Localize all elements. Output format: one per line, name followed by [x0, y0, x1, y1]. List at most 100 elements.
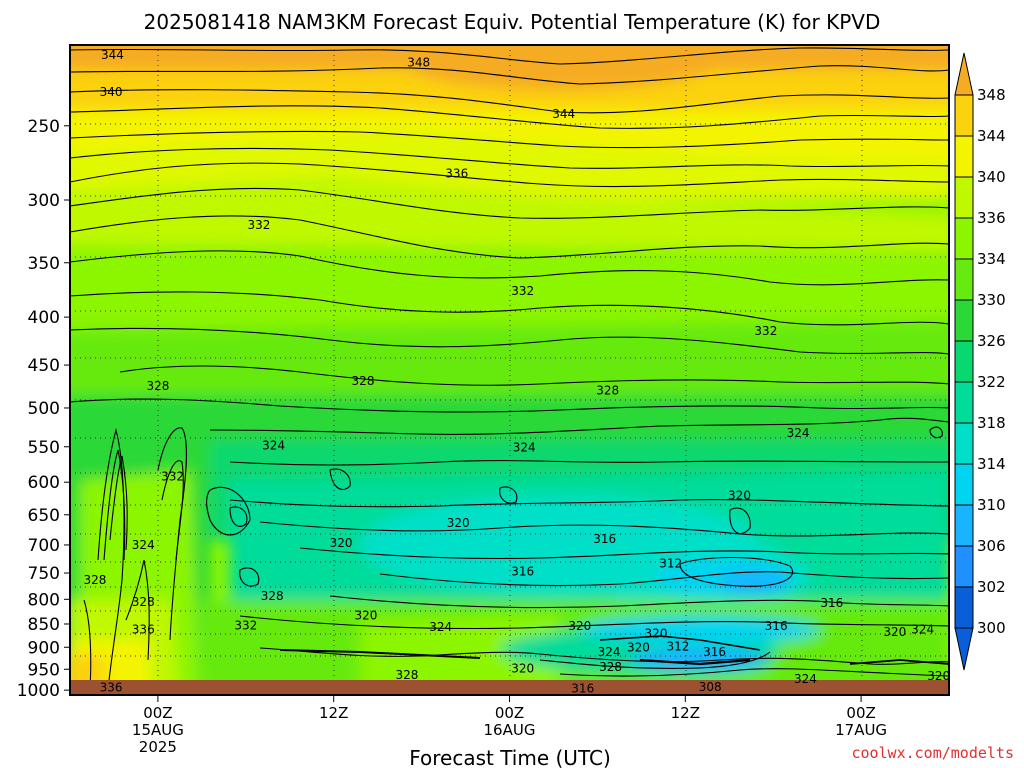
- colorbar: 300 302 306 310 314 318 322 326 330 334 336 340 344 3…: [954, 52, 1006, 671]
- contour-label: 320: [354, 608, 377, 622]
- x-tick-label: 2025: [139, 738, 177, 756]
- contour-label: 316: [765, 619, 788, 633]
- colorbar-label: 330: [977, 291, 1006, 309]
- contour-label: 340: [100, 85, 123, 99]
- contour-labels: 344 340 348 344 336 332 332 332 328 328 328 324 324 3…: [83, 48, 950, 696]
- contour-label: 316: [511, 564, 534, 578]
- y-tick-label: 1000: [17, 681, 60, 701]
- contour-label: 316: [703, 645, 726, 659]
- colorbar-segment: [955, 505, 973, 546]
- contour-label: 344: [552, 107, 575, 121]
- colorbar-label: 326: [977, 332, 1006, 350]
- contour-label: 320: [883, 625, 906, 639]
- x-tick-label: 16AUG: [484, 721, 536, 739]
- y-tick-label: 300: [28, 191, 60, 211]
- x-tick-label: 15AUG: [132, 721, 184, 739]
- contour-label: 320: [447, 516, 470, 530]
- colorbar-segment: [955, 177, 973, 218]
- contour-label: 324: [429, 620, 452, 634]
- colorbar-segment: [955, 587, 973, 628]
- colorbar-segment: [955, 464, 973, 505]
- colorbar-label: 300: [977, 619, 1006, 637]
- x-tick-label: 00Z: [495, 704, 524, 722]
- colorbar-bottom-arrow: [954, 627, 974, 671]
- colorbar-segment: [955, 423, 973, 464]
- colorbar-segment: [955, 218, 973, 259]
- contour-label: 336: [445, 166, 468, 180]
- colorbar-segment: [955, 259, 973, 300]
- y-tick-label: 950: [28, 660, 60, 680]
- credit-text: coolwx.com/modelts: [851, 744, 1014, 762]
- y-tick-label: 450: [28, 356, 60, 376]
- x-tick-label: 12Z: [319, 704, 348, 722]
- contour-label: 336: [100, 681, 123, 695]
- contour-label: 320: [330, 536, 353, 550]
- colorbar-label: 318: [977, 414, 1006, 432]
- colorbar-label: 310: [977, 496, 1006, 514]
- colorbar-segment: [955, 300, 973, 341]
- y-tick-label: 500: [28, 399, 60, 419]
- colorbar-label: 340: [977, 168, 1006, 186]
- colorbar-segment: [955, 136, 973, 177]
- y-tick-label: 250: [28, 117, 60, 137]
- contour-label: 328: [596, 383, 619, 397]
- y-tick-label: 850: [28, 615, 60, 635]
- contour-label: 328: [599, 660, 622, 674]
- contour-label: 312: [659, 557, 682, 571]
- contour-label: 320: [728, 489, 751, 503]
- x-axis-label: Forecast Time (UTC): [409, 746, 611, 768]
- contour-label: 328: [132, 595, 155, 609]
- colorbar-label: 348: [977, 86, 1006, 104]
- colorbar-segment: [955, 95, 973, 136]
- x-tick-label: 00Z: [143, 704, 172, 722]
- contour-label: 344: [101, 48, 124, 62]
- colorbar-label: 306: [977, 537, 1006, 555]
- colorbar-segment: [955, 341, 973, 382]
- y-tick-label: 400: [28, 308, 60, 328]
- contour-label: 324: [787, 426, 810, 440]
- contour-label: 324: [262, 438, 285, 452]
- x-tick-label: 17AUG: [835, 721, 887, 739]
- colorbar-label: 322: [977, 373, 1006, 391]
- contour-label: 324: [132, 538, 155, 552]
- contour-label: 324: [513, 441, 536, 455]
- colorbar-label: 334: [977, 250, 1006, 268]
- contour-lines: [70, 47, 949, 691]
- y-tick-label: 600: [28, 473, 60, 493]
- contour-label: 332: [754, 324, 777, 338]
- contour-label: 312: [667, 639, 690, 653]
- chart-title: 2025081418 NAM3KM Forecast Equiv. Potent…: [144, 10, 881, 34]
- contour-label: 316: [571, 682, 594, 696]
- contour-label: 328: [83, 573, 106, 587]
- y-tick-label: 700: [28, 536, 60, 556]
- contour-label: 316: [593, 532, 616, 546]
- contour-label: 320: [568, 619, 591, 633]
- contour-label: 328: [395, 668, 418, 682]
- contour-label: 320: [927, 669, 950, 683]
- colorbar-top-arrow: [954, 52, 974, 96]
- contour-label: 308: [699, 680, 722, 694]
- contour-label: 320: [511, 661, 534, 675]
- y-tick-label: 650: [28, 506, 60, 526]
- contour-label: 324: [911, 623, 934, 637]
- y-tick-label: 800: [28, 590, 60, 610]
- x-tick-label: 00Z: [846, 704, 875, 722]
- contour-label: 320: [645, 626, 668, 640]
- contour-label: 328: [261, 589, 284, 603]
- contour-label: 332: [511, 284, 534, 298]
- contour-label: 316: [820, 596, 843, 610]
- y-tick-label: 350: [28, 254, 60, 274]
- plot-area: 344 340 348 344 336 332 332 332 328 328 328 324 324 3…: [70, 45, 950, 696]
- contour-label: 348: [407, 55, 430, 69]
- colorbar-label: 344: [977, 127, 1006, 145]
- contour-label: 328: [146, 379, 169, 393]
- colorbar-segment: [955, 382, 973, 423]
- y-tick-label: 750: [28, 564, 60, 584]
- colorbar-label: 336: [977, 209, 1006, 227]
- y-tick-label: 550: [28, 438, 60, 458]
- contour-label: 336: [132, 623, 155, 637]
- contour-label: 332: [161, 470, 184, 484]
- contour-label: 320: [627, 640, 650, 654]
